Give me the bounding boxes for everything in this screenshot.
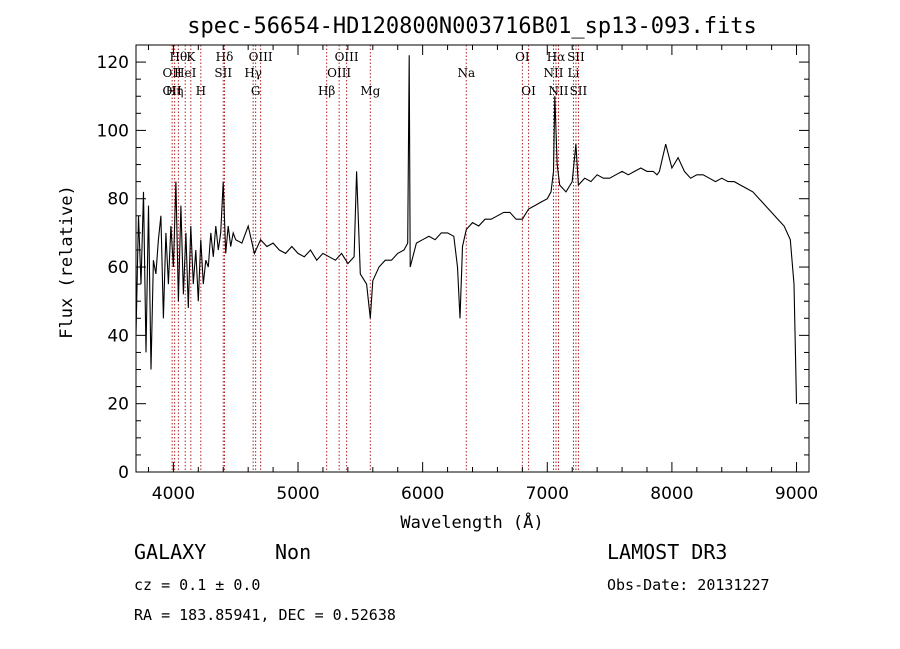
y-tick-label-4: 80 bbox=[107, 190, 129, 210]
y-tick-label-2: 40 bbox=[107, 326, 129, 346]
y-tick-label-1: 20 bbox=[107, 395, 129, 415]
line-label-21-0: Li bbox=[568, 66, 580, 80]
x-tick-label-5: 9000 bbox=[775, 484, 818, 504]
object-class: GALAXY bbox=[134, 540, 206, 564]
line-label-7-0: SII bbox=[214, 66, 232, 80]
chart-title: spec-56654-HD120800N003716B01_sp13-093.f… bbox=[187, 14, 757, 39]
axes: 4000 5000 6000 7000 8000 9000 0 20 40 60 80 100 120 bbox=[97, 44, 818, 504]
line-label-9-0: Hγ bbox=[244, 66, 262, 80]
x-tick-label-0: 4000 bbox=[152, 484, 195, 504]
line-label-1-0: Hη bbox=[166, 84, 184, 98]
ra-dec: RA = 183.85941, DEC = 0.52638 bbox=[134, 606, 396, 624]
plot-area bbox=[135, 55, 798, 404]
line-label-2-0: HeI bbox=[174, 66, 197, 80]
x-axis-label: Wavelength (Å) bbox=[400, 511, 543, 533]
line-label-23-0: SII bbox=[570, 84, 588, 98]
y-tick-label-5: 100 bbox=[97, 121, 129, 141]
line-label-4-0: K bbox=[186, 50, 196, 64]
line-label-16-0: OI bbox=[515, 50, 530, 64]
y-tick-label-0: 0 bbox=[118, 463, 129, 483]
obs-date: Obs-Date: 20131227 bbox=[607, 576, 770, 594]
line-label-6-0: Hδ bbox=[216, 50, 234, 64]
line-label-12-0: OIII bbox=[327, 66, 351, 80]
x-tick-label-3: 7000 bbox=[526, 484, 569, 504]
survey-label: LAMOST DR3 bbox=[607, 540, 727, 564]
cz-value: cz = 0.1 ± 0.0 bbox=[134, 576, 260, 594]
line-label-13-0: OIII bbox=[335, 50, 359, 64]
plot-frame bbox=[135, 44, 810, 473]
line-label-22-0: SII bbox=[567, 50, 585, 64]
object-subclass: Non bbox=[275, 540, 311, 564]
line-label-10-0: G bbox=[251, 84, 261, 98]
line-label-15-0: Na bbox=[457, 66, 475, 80]
line-label-8-0: OIII bbox=[249, 50, 273, 64]
y-tick-label-6: 120 bbox=[97, 53, 129, 73]
y-tick-label-3: 60 bbox=[107, 258, 129, 278]
x-tick-label-2: 6000 bbox=[401, 484, 444, 504]
line-label-5-0: H bbox=[196, 84, 206, 98]
line-label-20-0: NII bbox=[549, 84, 569, 98]
line-label-11-0: Hβ bbox=[318, 84, 335, 98]
spectrum-line bbox=[135, 55, 798, 404]
y-axis-label: Flux (relative) bbox=[57, 185, 77, 339]
line-label-19-0: Hα bbox=[547, 50, 566, 64]
line-label-3-0: Hθ bbox=[170, 50, 188, 64]
line-label-18-0: NII bbox=[544, 66, 564, 80]
x-tick-label-1: 5000 bbox=[276, 484, 319, 504]
line-label-14-0: Mg bbox=[360, 84, 380, 98]
x-tick-label-4: 8000 bbox=[650, 484, 693, 504]
line-label-0-1: OII bbox=[162, 84, 182, 98]
line-label-0-0: OII bbox=[162, 66, 182, 80]
line-label-17-0: OI bbox=[521, 84, 536, 98]
